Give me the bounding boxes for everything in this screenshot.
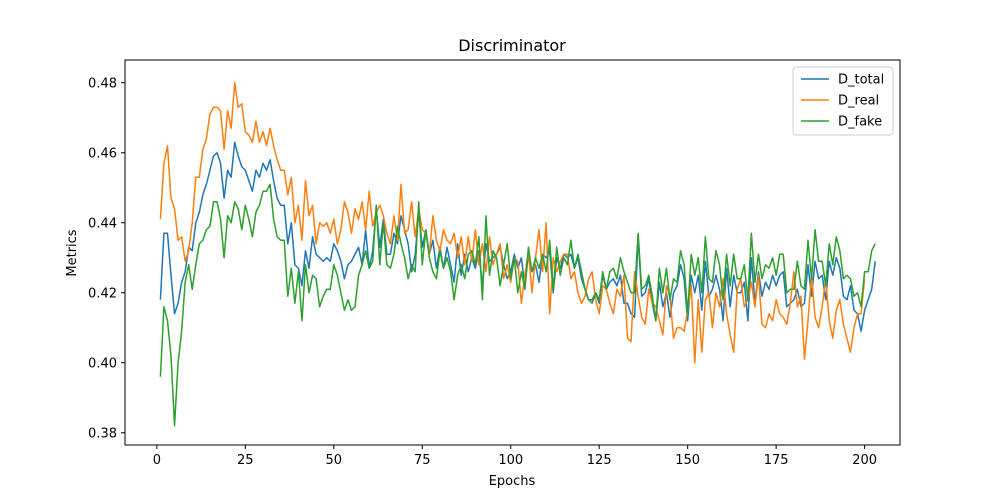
y-axis-label: Metrics [65, 229, 80, 276]
x-axis-label: Epochs [489, 474, 536, 489]
x-tick-label: 175 [764, 453, 789, 468]
x-tick-label: 25 [237, 453, 254, 468]
plot-frame [124, 59, 901, 446]
x-tick-label: 150 [675, 453, 700, 468]
x-tick-label: 100 [498, 453, 523, 468]
legend: D_total D_real D_fake [792, 66, 894, 136]
legend-label: D_real [838, 94, 879, 109]
x-tick-label: 125 [587, 453, 612, 468]
y-tick-label: 0.48 [88, 76, 117, 91]
series-line-d-fake [159, 183, 876, 427]
y-tick-label: 0.40 [88, 356, 117, 371]
legend-box [792, 66, 894, 136]
y-tick-label: 0.42 [88, 286, 117, 301]
legend-label: D_fake [838, 115, 882, 130]
x-tick-label: 200 [852, 453, 877, 468]
x-tick-label: 75 [414, 453, 431, 468]
y-tick-label: 0.44 [88, 216, 117, 231]
y-tick-label: 0.38 [88, 426, 117, 441]
legend-label: D_total [838, 73, 884, 88]
x-tick-label: 50 [326, 453, 343, 468]
x-axis-ticks: 0 25 50 75 100 125 150 175 200 [153, 445, 877, 468]
y-axis-ticks: 0.38 0.40 0.42 0.44 0.46 0.48 [88, 76, 125, 441]
plot-lines [159, 82, 876, 427]
chart-title: Discriminator [458, 36, 566, 55]
y-tick-label: 0.46 [88, 146, 117, 161]
x-tick-label: 0 [153, 453, 161, 468]
